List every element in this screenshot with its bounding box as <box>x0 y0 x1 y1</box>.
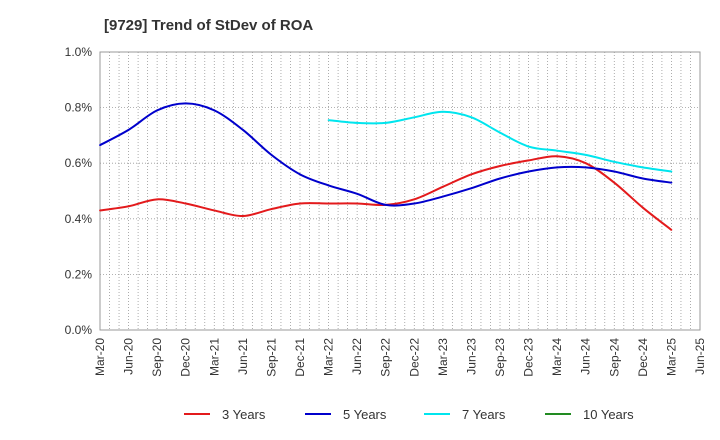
x-tick-label: Jun-20 <box>122 338 136 375</box>
data-point <box>441 185 444 188</box>
data-point <box>641 206 644 209</box>
legend-label: 10 Years <box>583 407 634 422</box>
data-point <box>356 121 359 124</box>
data-point <box>556 155 559 158</box>
data-point <box>213 109 216 112</box>
chart-title: [9729] Trend of StDev of ROA <box>104 17 313 34</box>
data-point <box>384 121 387 124</box>
data-point <box>270 208 273 210</box>
data-point <box>670 229 673 231</box>
data-point <box>413 116 416 119</box>
legend-label: 5 Years <box>343 407 387 422</box>
data-point <box>241 215 244 217</box>
data-point <box>613 181 616 184</box>
data-point <box>641 166 644 169</box>
data-point <box>356 192 359 195</box>
x-tick-label: Sep-24 <box>607 338 621 377</box>
x-tick-label: Mar-22 <box>322 338 336 376</box>
x-tick-label: Sep-22 <box>379 338 393 377</box>
x-tick-label: Mar-23 <box>436 338 450 376</box>
y-tick-label: 0.6% <box>65 156 93 170</box>
x-tick-label: Dec-21 <box>293 338 307 377</box>
plot-area <box>100 52 700 330</box>
data-point <box>413 198 416 201</box>
data-point <box>356 202 359 205</box>
data-point <box>527 170 530 173</box>
axes: 0.0% 0.2% 0.4% 0.6% 0.8% 1.0% Mar-20 Jun-20 Sep-… <box>65 45 707 377</box>
data-point <box>670 170 673 173</box>
x-tick-label: Mar-25 <box>664 338 678 376</box>
data-point <box>156 109 159 112</box>
data-point <box>499 177 501 180</box>
data-point <box>184 202 187 205</box>
data-point <box>327 119 330 122</box>
data-point <box>327 202 330 205</box>
x-tick-label: Jun-21 <box>236 338 250 375</box>
y-tick-label: 0.2% <box>65 267 93 281</box>
data-point <box>641 177 644 180</box>
y-tick-label: 0.8% <box>65 101 93 115</box>
data-point <box>670 181 673 184</box>
x-tick-label: Jun-23 <box>464 338 478 375</box>
data-point <box>270 153 273 156</box>
plot-border <box>99 51 701 331</box>
data-point <box>527 145 530 148</box>
x-tick-label: Jun-22 <box>350 338 364 375</box>
data-point <box>613 160 616 163</box>
legend-label: 7 Years <box>462 407 506 422</box>
data-point <box>241 128 244 131</box>
data-point <box>556 149 559 152</box>
data-point <box>413 202 416 205</box>
x-tick-label: Sep-21 <box>264 338 278 377</box>
data-point <box>470 173 473 176</box>
y-tick-label: 0.0% <box>65 323 93 337</box>
data-point <box>556 166 559 169</box>
data-point <box>584 166 587 169</box>
data-point <box>299 202 301 205</box>
x-tick-label: Mar-24 <box>550 338 564 376</box>
x-tick-label: Mar-21 <box>207 338 221 376</box>
data-point <box>127 205 130 208</box>
data-point <box>584 162 587 165</box>
data-point <box>99 209 101 212</box>
x-tick-label: Dec-23 <box>522 338 536 377</box>
x-tick-label: Dec-22 <box>407 338 421 377</box>
x-tick-label: Sep-20 <box>150 338 164 377</box>
data-point <box>213 209 216 212</box>
x-tick-label: Dec-24 <box>636 338 650 377</box>
data-point <box>470 187 473 190</box>
y-tick-label: 1.0% <box>65 45 93 59</box>
data-point <box>441 110 444 113</box>
data-point <box>527 159 530 162</box>
data-point <box>584 153 587 156</box>
x-tick-label: Jun-25 <box>693 338 707 375</box>
y-tick-label: 0.4% <box>65 212 93 226</box>
x-tick-label: Dec-20 <box>179 338 193 377</box>
data-point <box>299 173 301 176</box>
legend-label: 3 Years <box>222 407 266 422</box>
data-point <box>613 170 616 173</box>
data-point <box>499 131 501 134</box>
x-tick-label: Sep-23 <box>493 338 507 377</box>
data-point <box>99 144 101 147</box>
data-point <box>499 165 501 167</box>
data-point <box>441 195 444 198</box>
data-point <box>327 184 330 187</box>
data-point <box>184 102 187 105</box>
legend: 3 Years 5 Years 7 Years 10 Years <box>184 407 634 422</box>
series-lines <box>99 102 673 231</box>
data-point <box>384 204 387 206</box>
data-point <box>127 128 130 131</box>
x-tick-label: Jun-24 <box>579 338 593 375</box>
data-point <box>470 116 473 119</box>
x-tick-label: Mar-20 <box>93 338 107 376</box>
data-point <box>156 198 159 201</box>
